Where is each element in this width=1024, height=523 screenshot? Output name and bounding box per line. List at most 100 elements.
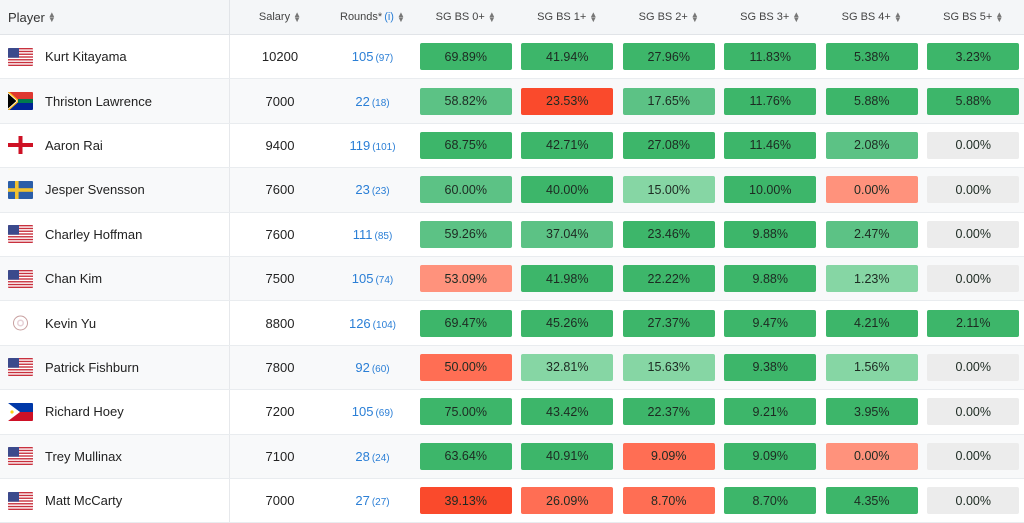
sg-value-pill: 9.21% [724, 398, 816, 425]
sg-value-pill: 22.37% [623, 398, 715, 425]
sg-bs-3-cell: 9.88% [720, 221, 822, 248]
rounds-cell[interactable]: 22(18) [330, 94, 415, 109]
rounds-cell[interactable]: 105(74) [330, 271, 415, 286]
rounds-count[interactable]: 92 [355, 360, 369, 375]
player-name[interactable]: Kevin Yu [45, 316, 96, 331]
us-flag-icon [8, 447, 33, 465]
sg-bs-0-cell: 58.82% [415, 88, 517, 115]
rounds-count[interactable]: 126 [349, 316, 371, 331]
se-flag-icon [8, 181, 33, 199]
sg-value-pill: 9.88% [724, 265, 816, 292]
rounds-count[interactable]: 23 [355, 182, 369, 197]
sg-bs-2-cell: 22.22% [618, 265, 720, 292]
salary-cell: 9400 [230, 138, 330, 153]
player-name[interactable]: Charley Hoffman [45, 227, 142, 242]
player-name[interactable]: Richard Hoey [45, 404, 124, 419]
sg-value-pill: 5.88% [826, 88, 918, 115]
sg-bs-5-cell: 0.00% [923, 176, 1024, 203]
info-icon[interactable]: (i) [384, 11, 394, 23]
player-name[interactable]: Aaron Rai [45, 138, 103, 153]
player-name[interactable]: Thriston Lawrence [45, 94, 152, 109]
rounds-cell[interactable]: 92(60) [330, 360, 415, 375]
sg-bs-1-column-header[interactable]: SG BS 1+▲▼ [517, 11, 619, 23]
player-name[interactable]: Jesper Svensson [45, 182, 145, 197]
rounds-cell[interactable]: 28(24) [330, 449, 415, 464]
player-name[interactable]: Matt McCarty [45, 493, 122, 508]
rounds-cell[interactable]: 126(104) [330, 316, 415, 331]
sg-value-pill: 53.09% [420, 265, 512, 292]
rounds-count[interactable]: 22 [355, 94, 369, 109]
sg-bs-4-cell: 0.00% [821, 443, 923, 470]
sg-bs-0-cell: 39.13% [415, 487, 517, 514]
salary-cell: 7000 [230, 493, 330, 508]
sg-value-pill: 26.09% [521, 487, 613, 514]
rounds-count[interactable]: 28 [355, 449, 369, 464]
sg-bs-4-cell: 2.47% [821, 221, 923, 248]
za-flag-icon [8, 92, 33, 110]
sort-icon: ▲▼ [792, 12, 800, 22]
sg-bs-4-cell: 4.35% [821, 487, 923, 514]
sg-bs-1-cell: 23.53% [517, 88, 619, 115]
rounds-count[interactable]: 119 [349, 138, 370, 153]
us-flag-icon [8, 48, 33, 66]
sg-value-pill: 0.00% [927, 132, 1019, 159]
sg-value-pill: 5.38% [826, 43, 918, 70]
sg-bs-2-column-header[interactable]: SG BS 2+▲▼ [618, 11, 720, 23]
player-name[interactable]: Patrick Fishburn [45, 360, 139, 375]
sort-icon: ▲▼ [397, 12, 405, 22]
sg-header-label: SG BS 0+ [436, 11, 485, 23]
rounds-cell[interactable]: 27(27) [330, 493, 415, 508]
player-column-header[interactable]: Player ▲▼ [0, 0, 230, 34]
sg-bs-1-cell: 37.04% [517, 221, 619, 248]
rounds-cell[interactable]: 105(97) [330, 49, 415, 64]
sg-bs-2-cell: 27.08% [618, 132, 720, 159]
sg-value-pill: 15.00% [623, 176, 715, 203]
rounds-count[interactable]: 27 [355, 493, 369, 508]
rounds-count[interactable]: 105 [352, 49, 374, 64]
player-name[interactable]: Kurt Kitayama [45, 49, 127, 64]
sg-value-pill: 9.88% [724, 221, 816, 248]
rounds-count[interactable]: 111 [353, 227, 373, 242]
sg-bs-0-column-header[interactable]: SG BS 0+▲▼ [415, 11, 517, 23]
sg-value-pill: 40.00% [521, 176, 613, 203]
salary-column-header[interactable]: Salary ▲▼ [230, 11, 330, 23]
sg-value-pill: 8.70% [724, 487, 816, 514]
rounds-count[interactable]: 105 [352, 271, 374, 286]
rounds-count[interactable]: 105 [352, 404, 374, 419]
rounds-header-label: Rounds* [340, 11, 382, 23]
sg-bs-5-column-header[interactable]: SG BS 5+▲▼ [923, 11, 1024, 23]
salary-cell: 7000 [230, 94, 330, 109]
sg-bs-0-cell: 50.00% [415, 354, 517, 381]
sg-value-pill: 1.23% [826, 265, 918, 292]
rounds-column-header[interactable]: Rounds* (i) ▲▼ [330, 11, 415, 23]
player-name[interactable]: Trey Mullinax [45, 449, 122, 464]
sg-bs-2-cell: 22.37% [618, 398, 720, 425]
sg-bs-3-column-header[interactable]: SG BS 3+▲▼ [720, 11, 822, 23]
rounds-cell[interactable]: 23(23) [330, 182, 415, 197]
salary-cell: 7100 [230, 449, 330, 464]
sg-bs-1-cell: 43.42% [517, 398, 619, 425]
rounds-cell[interactable]: 111(85) [330, 227, 415, 242]
sort-icon: ▲▼ [589, 12, 597, 22]
sg-value-pill: 69.89% [420, 43, 512, 70]
sg-bs-4-cell: 5.38% [821, 43, 923, 70]
rounds-cell[interactable]: 105(69) [330, 404, 415, 419]
rounds-cell[interactable]: 119(101) [330, 138, 415, 153]
salary-cell: 7600 [230, 182, 330, 197]
sg-bs-4-column-header[interactable]: SG BS 4+▲▼ [821, 11, 923, 23]
player-name[interactable]: Chan Kim [45, 271, 102, 286]
player-cell: Thriston Lawrence [0, 79, 230, 122]
sg-value-pill: 2.08% [826, 132, 918, 159]
sg-value-pill: 0.00% [927, 487, 1019, 514]
